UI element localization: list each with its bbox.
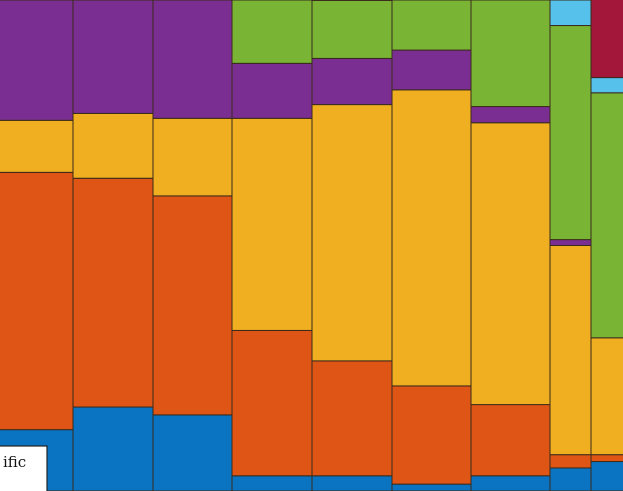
bar-segment-7-series-2 bbox=[470, 404, 551, 477]
bar-segment-9-series-2 bbox=[590, 454, 623, 463]
bar-segment-7-series-3 bbox=[470, 122, 551, 406]
bar-segment-2-series-4 bbox=[72, 0, 154, 114]
bar-segment-6-series-2 bbox=[391, 385, 472, 485]
bar-segment-6-series-4 bbox=[391, 49, 472, 91]
bar-segment-7-series-5 bbox=[470, 0, 551, 108]
bar-segment-3-series-2 bbox=[152, 195, 233, 416]
legend-box bbox=[0, 445, 48, 491]
bar-segment-4-series-4 bbox=[231, 62, 313, 119]
bar-segment-9-series-1 bbox=[590, 461, 623, 491]
bar-segment-2-series-1 bbox=[72, 406, 154, 491]
bar-segment-9-series-5 bbox=[590, 92, 623, 339]
bar-segment-8-series-6 bbox=[549, 0, 592, 27]
legend-entry-label: ific bbox=[3, 453, 26, 471]
bar-segment-3-series-3 bbox=[152, 117, 233, 197]
bar-segment-5-series-4 bbox=[311, 57, 393, 106]
bar-segment-5-series-5 bbox=[311, 0, 393, 59]
bar-segment-8-series-4 bbox=[549, 239, 592, 247]
bar-segment-5-series-2 bbox=[311, 360, 393, 477]
bar-segment-1-series-2 bbox=[0, 171, 74, 431]
bar-segment-2-series-3 bbox=[72, 112, 154, 179]
bar-segment-4-series-5 bbox=[231, 0, 313, 64]
bar-segment-4-series-3 bbox=[231, 117, 313, 331]
bar-segment-1-series-3 bbox=[0, 119, 74, 173]
bar-segment-6-series-5 bbox=[391, 0, 472, 51]
bar-segment-3-series-1 bbox=[152, 414, 233, 491]
bar-segment-8-series-2 bbox=[549, 454, 592, 469]
bar-segment-5-series-3 bbox=[311, 104, 393, 362]
bar-segment-6-series-3 bbox=[391, 89, 472, 387]
bar-segment-6-series-1 bbox=[391, 483, 472, 491]
bar-segment-9-series-6 bbox=[590, 77, 623, 94]
bar-segment-4-series-1 bbox=[231, 475, 313, 491]
legend: ific bbox=[0, 445, 48, 491]
bar-segment-7-series-4 bbox=[470, 106, 551, 124]
bar-segment-5-series-1 bbox=[311, 475, 393, 491]
bar-segment-8-series-3 bbox=[549, 245, 592, 456]
bar-segment-1-series-4 bbox=[0, 0, 74, 121]
bar-segment-4-series-2 bbox=[231, 329, 313, 477]
bar-segment-7-series-1 bbox=[470, 475, 551, 491]
bar-segment-8-series-1 bbox=[549, 467, 592, 491]
bar-segment-9-series-3 bbox=[590, 337, 623, 456]
bar-segment-8-series-5 bbox=[549, 25, 592, 241]
bar-segment-9-series-7 bbox=[590, 0, 623, 79]
bar-segment-3-series-4 bbox=[152, 0, 233, 119]
bar-segment-2-series-2 bbox=[72, 177, 154, 408]
